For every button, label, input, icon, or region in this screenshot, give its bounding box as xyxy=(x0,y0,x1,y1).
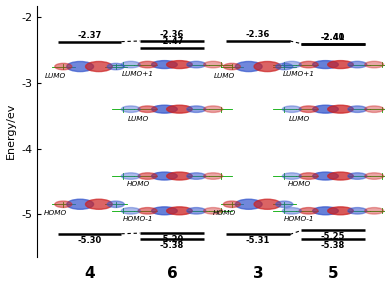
Ellipse shape xyxy=(67,61,93,71)
Ellipse shape xyxy=(204,208,222,214)
Ellipse shape xyxy=(313,61,338,69)
Text: -2.47: -2.47 xyxy=(160,37,184,46)
Ellipse shape xyxy=(365,61,384,68)
Ellipse shape xyxy=(138,173,157,179)
Ellipse shape xyxy=(187,173,206,179)
Ellipse shape xyxy=(167,61,192,69)
Ellipse shape xyxy=(235,199,262,209)
Ellipse shape xyxy=(348,173,367,179)
Text: -5.38: -5.38 xyxy=(160,241,184,250)
Ellipse shape xyxy=(299,173,318,179)
Ellipse shape xyxy=(282,173,301,179)
Ellipse shape xyxy=(187,208,206,214)
Ellipse shape xyxy=(282,208,301,214)
Ellipse shape xyxy=(254,199,281,209)
Text: LUMO+1: LUMO+1 xyxy=(283,71,315,77)
Text: -5.25: -5.25 xyxy=(321,232,345,241)
Ellipse shape xyxy=(107,201,124,208)
Ellipse shape xyxy=(328,105,353,113)
Ellipse shape xyxy=(328,172,353,180)
Text: LUMO+1: LUMO+1 xyxy=(122,71,154,77)
Ellipse shape xyxy=(187,106,206,113)
Ellipse shape xyxy=(204,61,222,68)
Ellipse shape xyxy=(282,106,301,113)
Y-axis label: Energy/ev: Energy/ev xyxy=(5,103,16,159)
Ellipse shape xyxy=(55,201,72,208)
Ellipse shape xyxy=(152,61,177,69)
Text: -2.41: -2.41 xyxy=(321,33,345,42)
Text: HOMO-1: HOMO-1 xyxy=(284,216,314,222)
Ellipse shape xyxy=(254,61,281,71)
Ellipse shape xyxy=(328,207,353,215)
Ellipse shape xyxy=(167,207,192,215)
Ellipse shape xyxy=(348,208,367,214)
Ellipse shape xyxy=(348,106,367,113)
Ellipse shape xyxy=(138,106,157,113)
Text: HOMO: HOMO xyxy=(127,181,150,187)
Ellipse shape xyxy=(204,173,222,179)
Text: -5.30: -5.30 xyxy=(77,236,102,245)
Text: HOMO: HOMO xyxy=(44,210,68,216)
Text: -2.37: -2.37 xyxy=(77,31,102,40)
Text: LUMO: LUMO xyxy=(127,116,149,122)
Ellipse shape xyxy=(299,106,318,113)
Ellipse shape xyxy=(282,61,301,68)
Ellipse shape xyxy=(121,208,140,214)
Ellipse shape xyxy=(55,63,72,70)
Ellipse shape xyxy=(204,106,222,113)
Text: HOMO-1: HOMO-1 xyxy=(123,216,154,222)
Ellipse shape xyxy=(365,106,384,113)
Ellipse shape xyxy=(187,61,206,68)
Ellipse shape xyxy=(223,201,240,208)
Ellipse shape xyxy=(328,61,353,69)
Ellipse shape xyxy=(121,106,140,113)
Ellipse shape xyxy=(365,208,384,214)
Ellipse shape xyxy=(313,105,338,113)
Text: -5.29: -5.29 xyxy=(160,235,184,244)
Ellipse shape xyxy=(121,173,140,179)
Ellipse shape xyxy=(167,172,192,180)
Ellipse shape xyxy=(348,61,367,68)
Text: HOMO: HOMO xyxy=(288,181,311,187)
Ellipse shape xyxy=(67,199,93,209)
Ellipse shape xyxy=(107,63,124,70)
Ellipse shape xyxy=(276,201,293,208)
Ellipse shape xyxy=(223,63,240,70)
Text: -2.36: -2.36 xyxy=(246,30,270,39)
Ellipse shape xyxy=(152,105,177,113)
Ellipse shape xyxy=(138,208,157,214)
Text: -2.36: -2.36 xyxy=(160,30,184,39)
Ellipse shape xyxy=(86,199,112,209)
Ellipse shape xyxy=(299,208,318,214)
Ellipse shape xyxy=(138,61,157,68)
Text: HOMO: HOMO xyxy=(213,210,236,216)
Ellipse shape xyxy=(313,207,338,215)
Ellipse shape xyxy=(152,207,177,215)
Text: LUMO: LUMO xyxy=(214,73,235,79)
Ellipse shape xyxy=(276,63,293,70)
Text: -2.40: -2.40 xyxy=(321,33,345,42)
Text: LUMO: LUMO xyxy=(45,73,66,79)
Ellipse shape xyxy=(235,61,262,71)
Text: -5.38: -5.38 xyxy=(321,241,345,250)
Ellipse shape xyxy=(365,173,384,179)
Text: LUMO: LUMO xyxy=(289,116,310,122)
Text: -5.31: -5.31 xyxy=(246,236,270,245)
Ellipse shape xyxy=(299,61,318,68)
Ellipse shape xyxy=(152,172,177,180)
Ellipse shape xyxy=(121,61,140,68)
Ellipse shape xyxy=(86,61,112,71)
Ellipse shape xyxy=(313,172,338,180)
Ellipse shape xyxy=(167,105,192,113)
